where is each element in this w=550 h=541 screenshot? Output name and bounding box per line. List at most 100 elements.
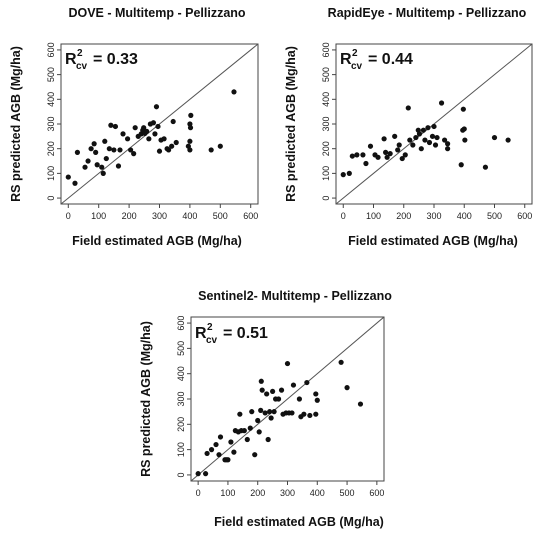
data-point xyxy=(445,146,451,152)
data-point xyxy=(383,149,389,155)
r2-annotation: R 2 cv = 0.44 xyxy=(340,48,413,72)
data-point xyxy=(173,139,179,146)
data-point xyxy=(82,164,88,170)
data-point xyxy=(284,360,291,367)
data-point xyxy=(188,112,194,118)
data-point xyxy=(505,137,511,143)
data-point xyxy=(259,387,265,393)
data-point xyxy=(256,429,262,435)
y-tick-label: 400 xyxy=(176,366,186,381)
data-point xyxy=(434,134,440,141)
data-point xyxy=(314,397,320,403)
data-point xyxy=(156,148,163,154)
x-tick-label: 300 xyxy=(152,211,167,221)
data-point xyxy=(247,425,253,431)
x-tick-label: 300 xyxy=(426,211,441,221)
data-point xyxy=(363,160,369,167)
data-point xyxy=(102,138,108,144)
data-point xyxy=(271,409,277,415)
data-point xyxy=(268,415,274,421)
data-point xyxy=(278,387,285,393)
data-point xyxy=(344,385,350,391)
y-tick-label: 200 xyxy=(176,417,186,432)
r2-value: = 0.44 xyxy=(368,51,413,68)
data-point xyxy=(141,125,147,131)
x-tick-label: 0 xyxy=(196,488,201,498)
data-point xyxy=(438,100,445,106)
x-tick-label: 600 xyxy=(243,211,258,221)
data-point xyxy=(161,136,167,142)
data-point xyxy=(375,154,381,160)
x-tick-label: 100 xyxy=(91,211,106,221)
data-point xyxy=(144,128,150,135)
x-tick-label: 500 xyxy=(213,211,228,221)
data-point xyxy=(150,120,157,126)
data-point xyxy=(74,149,81,155)
r2-value: = 0.51 xyxy=(223,325,268,342)
x-tick-label: 100 xyxy=(220,488,235,498)
r2-superscript: 2 xyxy=(207,322,213,333)
data-point xyxy=(231,89,237,95)
data-point xyxy=(296,396,303,402)
data-point xyxy=(187,147,193,153)
r2-superscript: 2 xyxy=(352,48,358,59)
chart-title: RapidEye - Multitemp - Pellizzano xyxy=(328,6,527,20)
x-axis-label: Field estimated AGB (Mg/ha) xyxy=(348,234,518,248)
data-point xyxy=(103,155,109,162)
data-point xyxy=(187,125,194,131)
data-point xyxy=(202,471,209,477)
data-point xyxy=(258,378,264,384)
y-tick-label: 100 xyxy=(46,166,56,181)
x-tick-label: 400 xyxy=(457,211,472,221)
y-axis-label: RS predicted AGB (Mg/ha) xyxy=(284,46,298,202)
data-point xyxy=(153,104,160,110)
data-point xyxy=(399,155,405,162)
y-tick-label: 100 xyxy=(321,166,331,181)
data-point xyxy=(425,125,431,131)
r2-subscript: cv xyxy=(351,61,363,72)
r2-superscript: 2 xyxy=(77,48,83,59)
data-point xyxy=(117,147,123,153)
x-tick-label: 0 xyxy=(341,211,346,221)
data-point xyxy=(420,127,427,133)
data-point xyxy=(146,136,152,142)
scatter-panel-3: Sentinel2- Multitemp - Pellizzano 0 100 200… xyxy=(139,289,392,529)
data-point xyxy=(418,146,424,152)
data-point xyxy=(169,143,175,149)
scatter-panel-2: RapidEye - Multitemp - Pellizzano 0 100 200… xyxy=(284,6,533,248)
y-tick-label: 0 xyxy=(321,196,331,201)
data-point xyxy=(275,396,282,402)
data-point xyxy=(258,407,264,413)
x-tick-label: 0 xyxy=(66,211,71,221)
data-point xyxy=(410,142,416,148)
data-point xyxy=(100,170,106,176)
data-point xyxy=(429,133,436,139)
data-point xyxy=(208,447,215,453)
x-axis-label: Field estimated AGB (Mg/ha) xyxy=(72,234,242,248)
x-tick-label: 200 xyxy=(122,211,137,221)
data-point xyxy=(441,137,448,143)
data-point xyxy=(392,133,398,139)
data-point xyxy=(85,158,91,164)
y-tick-label: 0 xyxy=(46,196,56,201)
data-point xyxy=(225,457,231,463)
y-tick-label: 300 xyxy=(46,116,56,131)
data-point xyxy=(249,409,255,415)
r2-value: = 0.33 xyxy=(93,51,138,68)
data-point xyxy=(216,452,222,458)
r2-subscript: cv xyxy=(206,335,218,346)
data-point xyxy=(313,391,319,397)
data-point xyxy=(155,123,161,130)
data-point xyxy=(255,417,261,424)
data-point xyxy=(407,137,413,143)
data-point xyxy=(166,147,172,153)
y-tick-label: 300 xyxy=(176,391,186,406)
data-point xyxy=(115,163,122,169)
data-point xyxy=(111,147,117,153)
data-point xyxy=(384,154,390,160)
data-point xyxy=(301,411,307,417)
data-point xyxy=(340,172,346,178)
data-point xyxy=(482,164,489,170)
data-point xyxy=(88,146,94,152)
x-tick-label: 500 xyxy=(487,211,502,221)
